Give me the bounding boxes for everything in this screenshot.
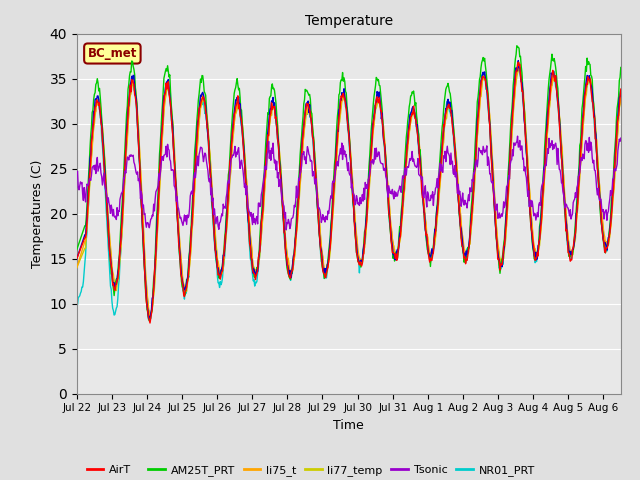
Legend: AirT, li75_t, AM25T_PRT, li75_t, li77_temp, Tsonic, NR01_PRT: AirT, li75_t, AM25T_PRT, li75_t, li77_te…	[83, 461, 540, 480]
Title: Temperature: Temperature	[305, 14, 393, 28]
Text: BC_met: BC_met	[88, 47, 137, 60]
X-axis label: Time: Time	[333, 419, 364, 432]
Y-axis label: Temperatures (C): Temperatures (C)	[31, 159, 44, 268]
